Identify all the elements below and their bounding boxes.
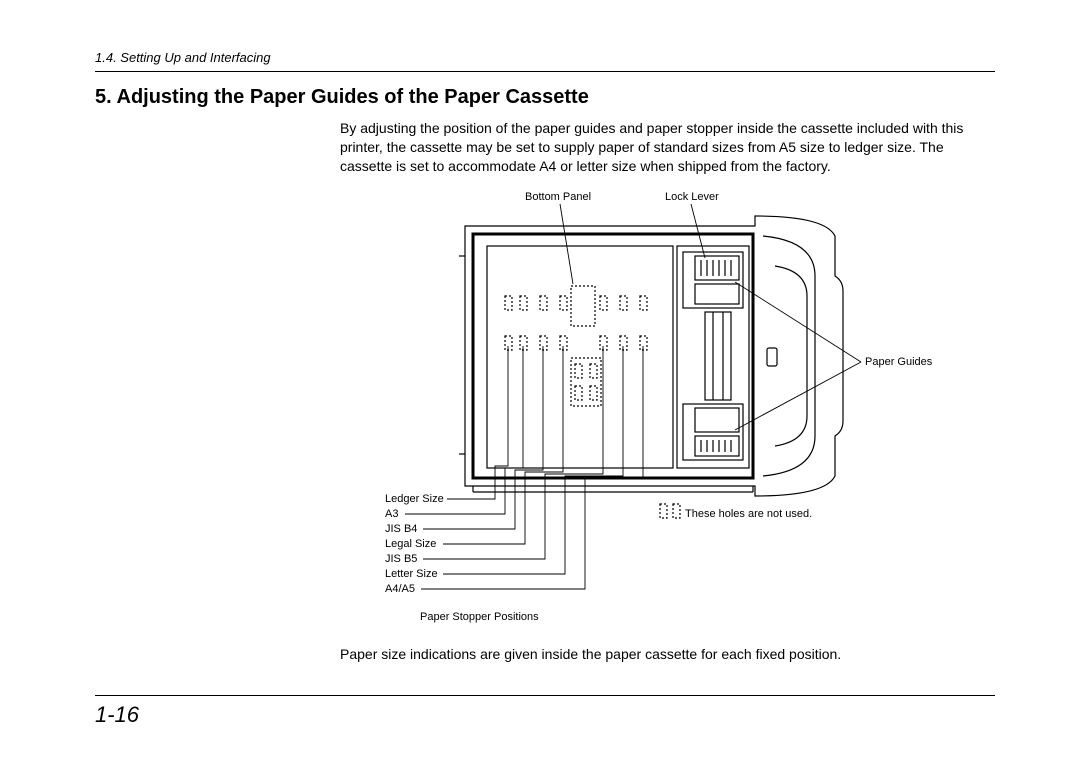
label-size-3: Legal Size — [385, 538, 436, 550]
intro-paragraph: By adjusting the position of the paper g… — [340, 119, 995, 176]
label-stopper-title: Paper Stopper Positions — [420, 611, 539, 623]
section-header: 1.4. Setting Up and Interfacing — [95, 50, 995, 65]
label-paper-guides: Paper Guides — [865, 356, 932, 368]
label-size-6: A4/A5 — [385, 583, 415, 595]
cassette-illustration — [95, 186, 995, 636]
footer-rule — [95, 695, 995, 696]
label-bottom-panel: Bottom Panel — [525, 191, 591, 203]
label-size-0: Ledger Size — [385, 493, 444, 505]
label-size-5: Letter Size — [385, 568, 438, 580]
caption-text: Paper size indications are given inside … — [340, 646, 995, 662]
label-holes-note: These holes are not used. — [685, 508, 812, 520]
label-size-1: A3 — [385, 508, 398, 520]
label-size-4: JIS B5 — [385, 553, 417, 565]
page-title: 5. Adjusting the Paper Guides of the Pap… — [95, 86, 995, 109]
label-size-2: JIS B4 — [385, 523, 417, 535]
diagram: Bottom Panel Lock Lever Paper Guides The… — [95, 186, 995, 636]
page-number: 1-16 — [95, 702, 139, 728]
header-rule — [95, 71, 995, 72]
label-lock-lever: Lock Lever — [665, 191, 719, 203]
